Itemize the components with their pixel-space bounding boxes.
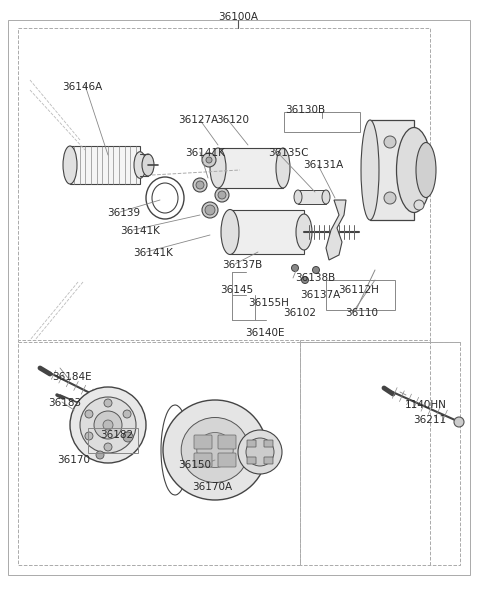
Circle shape — [218, 191, 226, 199]
Text: 36130B: 36130B — [285, 105, 325, 115]
Circle shape — [193, 178, 207, 192]
Circle shape — [96, 451, 104, 459]
Text: 36211: 36211 — [413, 415, 446, 425]
Text: 36170: 36170 — [57, 455, 90, 465]
Ellipse shape — [181, 417, 249, 482]
Text: 36170A: 36170A — [192, 482, 232, 492]
Text: 36137B: 36137B — [222, 260, 262, 270]
Circle shape — [123, 432, 131, 440]
Circle shape — [196, 181, 204, 189]
Text: 36131A: 36131A — [303, 160, 343, 170]
Text: 36183: 36183 — [48, 398, 81, 408]
Circle shape — [215, 188, 229, 202]
Polygon shape — [370, 120, 414, 220]
Text: 36102: 36102 — [283, 308, 316, 318]
Polygon shape — [230, 210, 304, 254]
Circle shape — [123, 432, 133, 442]
Ellipse shape — [296, 214, 312, 250]
Ellipse shape — [197, 433, 233, 467]
Circle shape — [384, 192, 396, 204]
Polygon shape — [298, 190, 326, 204]
Ellipse shape — [63, 146, 77, 184]
FancyBboxPatch shape — [218, 453, 236, 467]
Text: 36139: 36139 — [107, 208, 140, 218]
Circle shape — [384, 136, 396, 148]
Text: 36127A: 36127A — [178, 115, 218, 125]
Text: 36141K: 36141K — [120, 226, 160, 236]
Ellipse shape — [322, 190, 330, 204]
Polygon shape — [218, 148, 283, 188]
Text: 36184E: 36184E — [52, 372, 92, 382]
Text: 36137A: 36137A — [300, 290, 340, 300]
Text: 36112H: 36112H — [338, 285, 379, 295]
Circle shape — [70, 387, 146, 463]
Circle shape — [202, 202, 218, 218]
Circle shape — [312, 267, 320, 274]
Circle shape — [246, 438, 274, 466]
Ellipse shape — [276, 148, 290, 188]
Ellipse shape — [163, 400, 267, 500]
Circle shape — [85, 410, 93, 418]
FancyBboxPatch shape — [247, 457, 256, 464]
Text: 36100A: 36100A — [218, 12, 258, 22]
Ellipse shape — [221, 209, 239, 255]
Ellipse shape — [134, 152, 146, 178]
Circle shape — [291, 265, 299, 271]
FancyBboxPatch shape — [264, 457, 273, 464]
Text: 36145: 36145 — [220, 285, 253, 295]
Text: 36182: 36182 — [100, 430, 133, 440]
Circle shape — [104, 399, 112, 407]
Circle shape — [123, 410, 131, 418]
Circle shape — [205, 205, 215, 215]
FancyBboxPatch shape — [194, 453, 212, 467]
Circle shape — [80, 397, 136, 453]
Circle shape — [104, 443, 112, 451]
Ellipse shape — [210, 148, 226, 188]
Circle shape — [301, 277, 309, 284]
Circle shape — [103, 420, 113, 430]
Circle shape — [414, 200, 424, 210]
Text: 1140HN: 1140HN — [405, 400, 447, 410]
Circle shape — [85, 432, 93, 440]
Text: 36140E: 36140E — [245, 328, 285, 338]
Text: 36138B: 36138B — [295, 273, 335, 283]
Ellipse shape — [416, 142, 436, 197]
Text: 36110: 36110 — [345, 308, 378, 318]
Circle shape — [202, 153, 216, 167]
Ellipse shape — [294, 190, 302, 204]
Circle shape — [206, 157, 212, 163]
Text: 36155H: 36155H — [248, 298, 289, 308]
Text: 36141K: 36141K — [133, 248, 173, 258]
Polygon shape — [70, 146, 140, 184]
Circle shape — [94, 411, 122, 439]
Text: 36150: 36150 — [178, 460, 211, 470]
FancyBboxPatch shape — [194, 435, 212, 449]
Polygon shape — [326, 200, 346, 260]
FancyBboxPatch shape — [264, 440, 273, 447]
Ellipse shape — [142, 154, 154, 176]
Ellipse shape — [396, 128, 432, 213]
Text: 36141K: 36141K — [185, 148, 225, 158]
Circle shape — [454, 417, 464, 427]
FancyBboxPatch shape — [218, 435, 236, 449]
FancyBboxPatch shape — [247, 440, 256, 447]
Text: 36120: 36120 — [216, 115, 249, 125]
Text: 36146A: 36146A — [62, 82, 102, 92]
Ellipse shape — [361, 120, 379, 220]
Circle shape — [238, 430, 282, 474]
Text: 36135C: 36135C — [268, 148, 309, 158]
